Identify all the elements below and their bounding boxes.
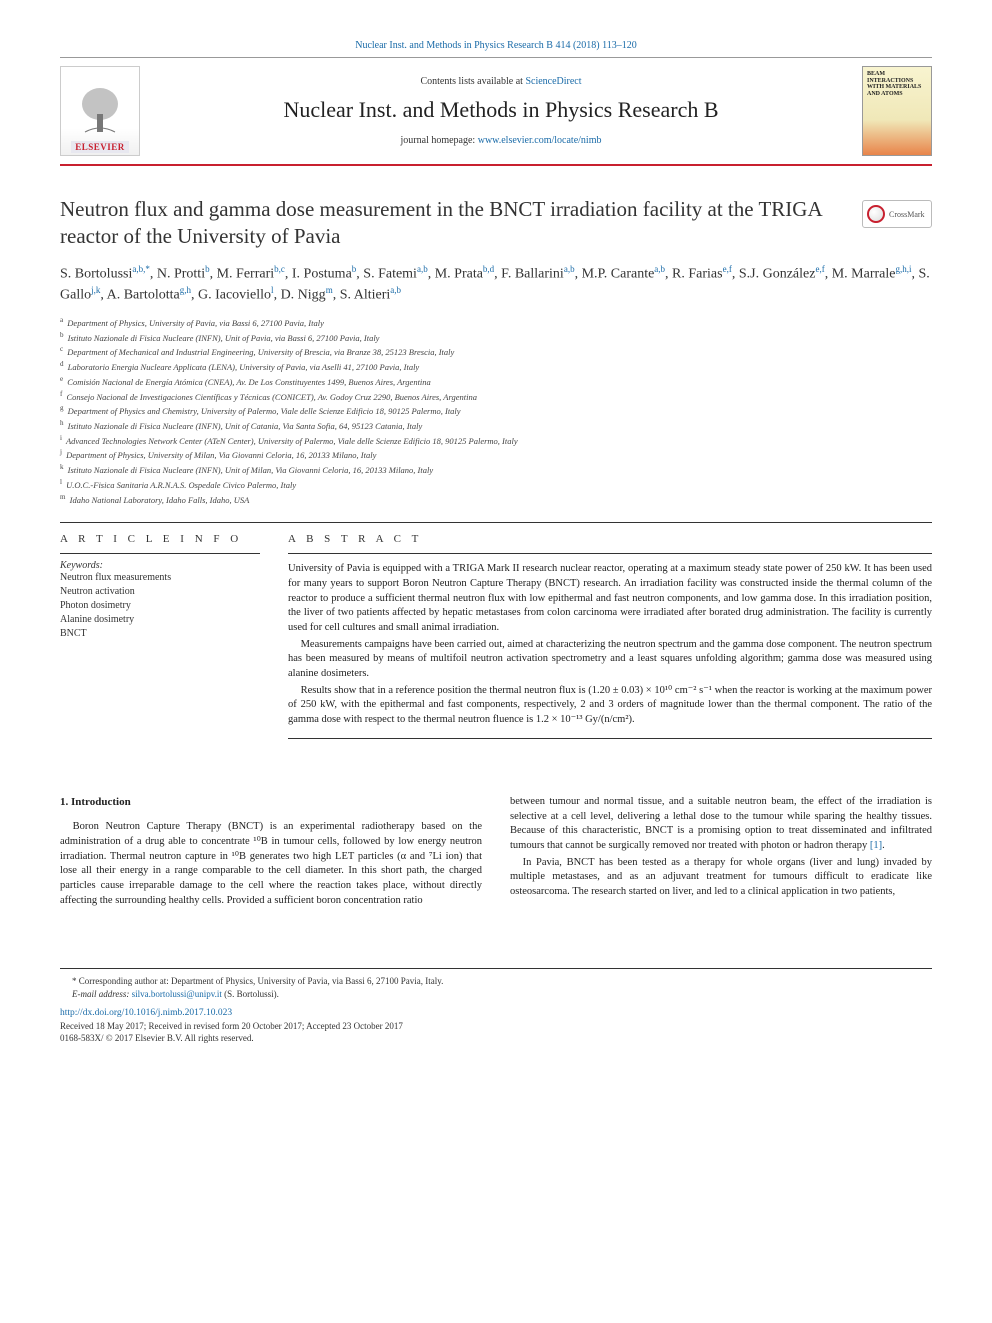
keywords-list: Neutron flux measurementsNeutron activat… [60,571,260,641]
affiliation-line: k Istituto Nazionale di Fisica Nucleare … [60,463,932,477]
abstract-paragraph: University of Pavia is equipped with a T… [288,562,932,635]
affiliation-line: b Istituto Nazionale di Fisica Nucleare … [60,331,932,345]
abstract-paragraph: Results show that in a reference positio… [288,684,932,728]
divider [288,553,932,554]
abstract-heading: A B S T R A C T [288,533,932,545]
journal-citation-link[interactable]: Nuclear Inst. and Methods in Physics Res… [60,40,932,51]
elsevier-label: ELSEVIER [71,141,129,153]
affiliation-line: i Advanced Technologies Network Center (… [60,434,932,448]
abstract-paragraph: Measurements campaigns have been carried… [288,638,932,682]
divider [60,553,260,554]
journal-homepage-line: journal homepage: www.elsevier.com/locat… [140,135,862,146]
affiliation-line: l U.O.C.-Fisica Sanitaria A.R.N.A.S. Osp… [60,478,932,492]
affiliation-line: h Istituto Nazionale di Fisica Nucleare … [60,419,932,433]
journal-homepage-link[interactable]: www.elsevier.com/locate/nimb [478,135,602,146]
journal-title: Nuclear Inst. and Methods in Physics Res… [140,97,862,123]
keywords-label: Keywords: [60,560,260,571]
article-info-heading: A R T I C L E I N F O [60,533,260,545]
cover-text: BEAM INTERACTIONS WITH MATERIALS AND ATO… [867,71,927,97]
body-paragraph: In Pavia, BNCT has been tested as a ther… [510,856,932,900]
homepage-prefix: journal homepage: [401,135,478,146]
corresponding-email-link[interactable]: silva.bortolussi@unipv.it [132,989,222,999]
doi-link[interactable]: http://dx.doi.org/10.1016/j.nimb.2017.10… [60,1007,932,1020]
abstract-text: University of Pavia is equipped with a T… [288,562,932,728]
crossmark-badge[interactable]: CrossMark [862,200,932,228]
body-text-span: . [882,840,885,851]
keyword-item: Neutron flux measurements [60,571,260,585]
email-line: E-mail address: silva.bortolussi@unipv.i… [72,988,932,1001]
body-paragraph: Boron Neutron Capture Therapy (BNCT) is … [60,820,482,908]
journal-center: Contents lists available at ScienceDirec… [140,76,862,146]
contents-available-line: Contents lists available at ScienceDirec… [140,76,862,87]
corresponding-author-note: * Corresponding author at: Department of… [72,975,932,988]
affiliation-line: j Department of Physics, University of M… [60,448,932,462]
affiliation-line: d Laboratorio Energia Nucleare Applicata… [60,360,932,374]
journal-header-box: ELSEVIER Contents lists available at Sci… [60,57,932,166]
crossmark-icon [867,205,885,223]
body-paragraph: between tumour and normal tissue, and a … [510,795,932,854]
email-paren: (S. Bortolussi). [222,989,279,999]
affiliation-line: f Consejo Nacional de Investigaciones Ci… [60,390,932,404]
article-title: Neutron flux and gamma dose measurement … [60,196,842,251]
affiliation-line: m Idaho National Laboratory, Idaho Falls… [60,493,932,507]
keyword-item: Photon dosimetry [60,599,260,613]
affiliation-line: e Comisión Nacional de Energía Atómica (… [60,375,932,389]
footer-block: * Corresponding author at: Department of… [60,968,932,1045]
keyword-item: Neutron activation [60,585,260,599]
affiliation-line: c Department of Mechanical and Industria… [60,345,932,359]
keyword-item: Alanine dosimetry [60,613,260,627]
body-text: 1. Introduction Boron Neutron Capture Th… [60,795,932,909]
abstract-column: A B S T R A C T University of Pavia is e… [288,533,932,739]
affiliation-line: a Department of Physics, University of P… [60,316,932,330]
crossmark-label: CrossMark [889,210,925,219]
elsevier-tree-icon [75,84,125,139]
affiliation-line: g Department of Physics and Chemistry, U… [60,404,932,418]
section-1-heading: 1. Introduction [60,795,482,810]
journal-cover-thumb[interactable]: BEAM INTERACTIONS WITH MATERIALS AND ATO… [862,66,932,156]
reference-link-1[interactable]: [1] [870,840,882,851]
keyword-item: BNCT [60,627,260,641]
divider [288,738,932,739]
copyright-line: 0168-583X/ © 2017 Elsevier B.V. All righ… [60,1032,932,1045]
article-dates: Received 18 May 2017; Received in revise… [60,1020,932,1033]
body-text-span: between tumour and normal tissue, and a … [510,796,932,851]
email-label: E-mail address: [72,989,132,999]
authors-line: S. Bortolussia,b,*, N. Prottib, M. Ferra… [60,263,932,306]
contents-prefix: Contents lists available at [420,76,525,87]
divider [60,522,932,523]
article-info-column: A R T I C L E I N F O Keywords: Neutron … [60,533,260,739]
sciencedirect-link[interactable]: ScienceDirect [525,76,581,87]
elsevier-logo[interactable]: ELSEVIER [60,66,140,156]
affiliations-block: a Department of Physics, University of P… [60,316,932,506]
